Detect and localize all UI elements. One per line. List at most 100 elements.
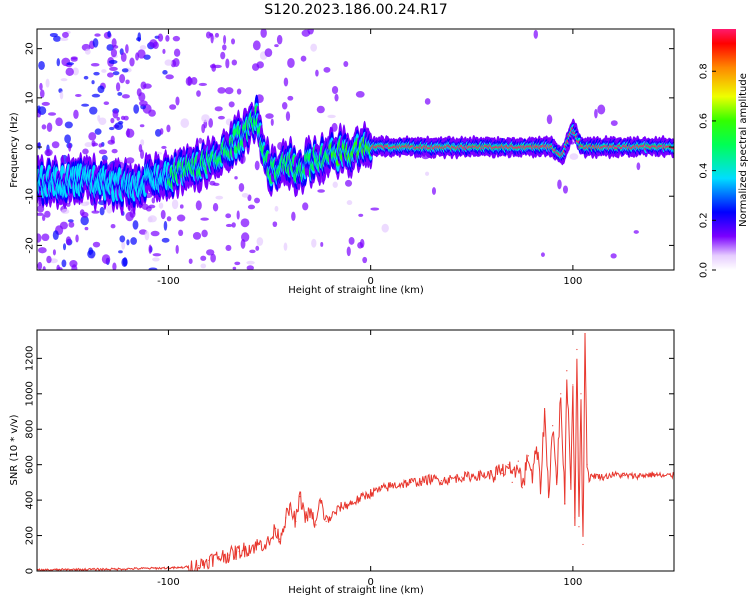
- heatmap-noise-cell: [201, 229, 208, 238]
- heatmap-noise-cell: [53, 35, 61, 42]
- heatmap-noise-cell: [132, 220, 139, 230]
- snr-point: [602, 476, 604, 478]
- heatmap-noise-cell: [285, 111, 291, 122]
- heatmap-noise-cell: [112, 71, 120, 76]
- heatmap-noise-cell: [81, 103, 90, 107]
- snr-point: [461, 476, 463, 478]
- snr-point: [430, 478, 432, 480]
- heatmap-noise-cell: [148, 244, 152, 254]
- heatmap-noise-cell: [157, 33, 164, 42]
- heatmap-noise-cell: [217, 87, 226, 94]
- heatmap-noise-cell: [73, 109, 79, 120]
- heatmap-noise-cell: [355, 90, 365, 98]
- heatmap-noise-cell: [594, 108, 598, 119]
- heatmap-noise-cell: [91, 210, 100, 214]
- snr-point: [319, 499, 321, 501]
- heatmap-noise-cell: [112, 109, 119, 119]
- heatmap-noise-cell: [317, 189, 325, 193]
- heatmap-noise-cell: [546, 114, 553, 125]
- snr-frame: [36, 329, 675, 572]
- heatmap-noise-cell: [65, 67, 74, 76]
- spectrogram-y-ticks: -20 -10 0 10 20: [25, 42, 674, 254]
- heatmap-noise-cell: [283, 77, 289, 87]
- heatmap-noise-cell: [260, 29, 267, 38]
- heatmap-noise-cell: [49, 32, 58, 38]
- heatmap-noise-cell: [62, 243, 67, 251]
- heatmap-noise-cell: [425, 171, 430, 176]
- heatmap-noise-cell: [212, 202, 219, 212]
- heatmap-noise-cell: [201, 123, 206, 134]
- heatmap-noise-cell: [234, 261, 241, 266]
- spectrogram-x-label: Height of straight line (km): [288, 285, 424, 296]
- heatmap-noise-cell: [37, 261, 43, 270]
- heatmap-noise-cell: [151, 197, 156, 204]
- heatmap-noise-cell: [348, 236, 355, 245]
- heatmap-noise-cell: [265, 113, 274, 119]
- heatmap-noise-cell: [316, 105, 325, 114]
- snr-point: [535, 446, 538, 448]
- colorbar-label: Normalized spectral amplitude: [738, 73, 749, 227]
- snr-point: [643, 474, 645, 476]
- snr-point: [309, 511, 311, 514]
- heatmap-noise-cell: [231, 59, 238, 66]
- snr-point: [517, 460, 519, 462]
- heatmap-noise-cell: [110, 48, 118, 58]
- heatmap-noise-cell: [93, 71, 100, 76]
- heatmap-noise-cell: [119, 235, 126, 243]
- heatmap-noise-cell: [283, 242, 288, 251]
- heatmap-noise-cell: [217, 115, 225, 120]
- heatmap-noise-cell: [200, 217, 209, 221]
- snr-point: [612, 473, 614, 476]
- heatmap-noise-cell: [214, 32, 219, 38]
- heatmap-noise-cell: [232, 266, 237, 270]
- y-tick-label: 800: [25, 420, 36, 439]
- heatmap-noise-cell: [424, 98, 431, 105]
- heatmap-noise-cell: [129, 57, 135, 67]
- heatmap-noise-cell: [144, 230, 150, 241]
- heatmap-noise-cell: [540, 252, 545, 257]
- snr-point: [339, 506, 341, 508]
- heatmap-noise-cell: [188, 258, 193, 264]
- heatmap-noise-cell: [57, 267, 63, 270]
- heatmap-noise-cell: [300, 55, 307, 62]
- y-tick-label: 0: [25, 144, 36, 150]
- heatmap-noise-cell: [139, 124, 145, 128]
- heatmap-noise-cell: [37, 106, 47, 115]
- snr-point: [663, 475, 665, 477]
- heatmap-noise-cell: [310, 43, 318, 52]
- heatmap-noise-cell: [114, 122, 124, 131]
- y-tick-label: 200: [25, 526, 36, 545]
- heatmap-noise-cell: [192, 232, 202, 240]
- y-tick-label: -10: [25, 188, 36, 204]
- heatmap-noise-cell: [334, 93, 339, 102]
- heatmap-noise-cell: [52, 249, 56, 256]
- spectrogram-heatmap: [37, 29, 674, 270]
- colorbar-tick-label: 0.0: [699, 262, 710, 278]
- heatmap-noise-cell: [246, 265, 254, 270]
- heatmap-noise-cell: [252, 40, 261, 51]
- heatmap-noise-cell: [106, 44, 114, 51]
- heatmap-noise-cell: [346, 200, 353, 206]
- snr-point: [501, 472, 503, 475]
- heatmap-noise-cell: [291, 211, 296, 222]
- snr-point: [198, 565, 200, 567]
- heatmap-noise-cell: [225, 223, 233, 228]
- snr-point: [410, 481, 412, 483]
- heatmap-noise-cell: [246, 260, 255, 265]
- snr-point: [440, 480, 443, 482]
- heatmap-noise-cell: [254, 197, 261, 204]
- heatmap-noise-cell: [44, 210, 51, 218]
- heatmap-noise-cell: [276, 34, 283, 45]
- snr-point: [471, 475, 473, 477]
- heatmap-noise-cell: [81, 211, 89, 218]
- heatmap-noise-cell: [109, 66, 118, 71]
- heatmap-noise-cell: [94, 33, 101, 37]
- heatmap-noise-cell: [287, 95, 294, 101]
- heatmap-noise-cell: [148, 267, 158, 270]
- heatmap-noise-cell: [331, 122, 338, 132]
- heatmap-noise-cell: [98, 143, 103, 148]
- heatmap-noise-cell: [139, 100, 148, 107]
- heatmap-noise-cell: [110, 135, 115, 144]
- heatmap-noise-cell: [66, 62, 75, 66]
